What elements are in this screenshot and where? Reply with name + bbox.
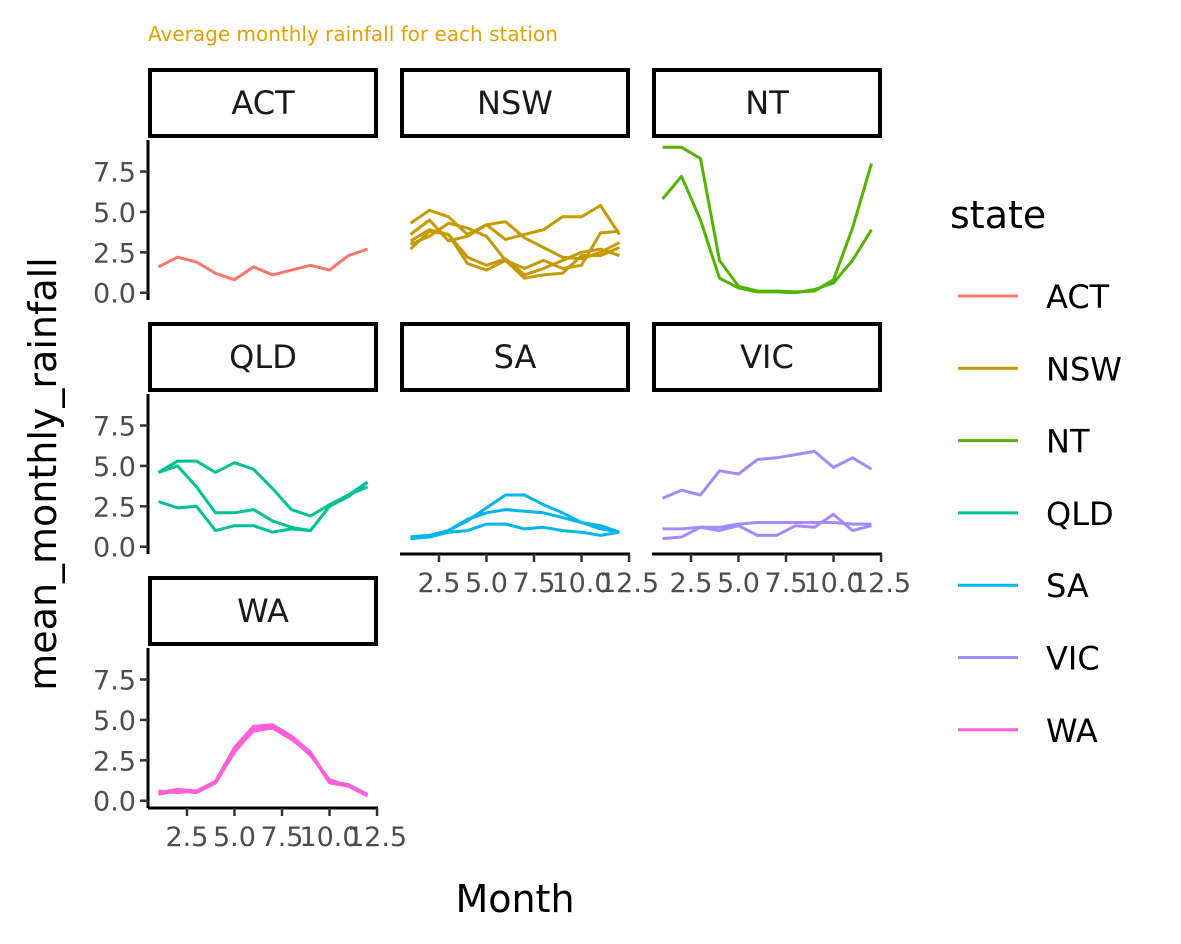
y-tick-label: 2.5 (93, 746, 136, 777)
series-line-nsw (409, 229, 621, 280)
x-tick-label: 7.5 (261, 822, 304, 853)
y-tick-label: 2.5 (93, 492, 136, 523)
legend-items: ACT NSW NT QLD SA VIC WA (958, 278, 1122, 750)
legend-label-wa: WA (1046, 712, 1098, 750)
series-line-nt (661, 174, 873, 295)
x-tick-label: 12.5 (599, 568, 659, 599)
facet-panel-vic: VIC 2.5 5.0 7.510.012.5 (652, 322, 911, 599)
y-tick-label: 5.0 (93, 198, 136, 229)
series-line-vic (662, 521, 872, 531)
chart-subtitle: Average monthly rainfall for each statio… (148, 22, 558, 46)
facet-strip-label: VIC (740, 338, 794, 376)
x-tick-label: 2.5 (165, 822, 208, 853)
y-tick-label: 0.0 (93, 279, 136, 310)
facet-panel-qld: QLD 0.0 2.5 5.0 7.5 (93, 322, 378, 564)
x-tick-label: 2.5 (669, 568, 712, 599)
series-line-wa (158, 726, 369, 798)
legend-label-act: ACT (1046, 278, 1110, 316)
facet-strip-label: WA (237, 592, 289, 630)
series-line-sa (410, 522, 620, 541)
x-tick-label: 5.0 (717, 568, 760, 599)
series-line-nsw (409, 204, 621, 241)
facet-strip-label: NT (745, 84, 789, 122)
facet-panel-nt: NT (652, 68, 882, 295)
series-line-sa (410, 493, 620, 539)
x-tick-label: 12.5 (851, 568, 911, 599)
facet-strip-label: SA (494, 338, 537, 376)
y-tick-label: 7.5 (93, 666, 136, 697)
facet-strip (652, 322, 882, 392)
legend-label-qld: QLD (1046, 495, 1114, 533)
series-line-sa (410, 508, 620, 539)
facet-strip (148, 322, 378, 392)
facet-strip-label: ACT (231, 84, 295, 122)
facet-strip (400, 322, 630, 392)
x-tick-label: 5.0 (213, 822, 256, 853)
facet-strip (400, 68, 630, 138)
x-tick-label: 10.0 (551, 568, 611, 599)
facet-strip (148, 576, 378, 646)
x-tick-label: 10.0 (803, 568, 863, 599)
x-axis-title: Month (455, 877, 574, 921)
x-tick-label: 7.5 (513, 568, 556, 599)
y-tick-label: 0.0 (93, 787, 136, 818)
x-tick-label: 5.0 (465, 568, 508, 599)
legend-label-vic: VIC (1046, 640, 1100, 678)
legend-label-nsw: NSW (1046, 350, 1122, 388)
series-line-nsw (409, 221, 620, 270)
x-tick-label: 7.5 (765, 568, 808, 599)
y-tick-label: 7.5 (93, 158, 136, 189)
series-line-vic (662, 512, 872, 541)
facet-strip-label: NSW (477, 84, 553, 122)
facet-strip (148, 68, 378, 138)
legend: state ACT NSW NT QLD SA VIC WA (950, 193, 1122, 750)
facet-strip (652, 68, 882, 138)
series-line-qld (158, 464, 369, 533)
y-tick-label: 2.5 (93, 238, 136, 269)
legend-label-nt: NT (1046, 423, 1090, 461)
x-tick-label: 10.0 (299, 822, 359, 853)
facet-panel-wa: WA0.02.55.07.52.5 5.0 7.510.012.5 (93, 576, 407, 853)
facet-panel-act: ACT 0.0 2.5 5.0 7.5 (93, 68, 378, 310)
facet-panel-nsw: NSW (400, 68, 630, 280)
facet-panel-sa: SA 2.5 5.0 7.510.012.5 (400, 322, 659, 599)
series-line-vic (661, 449, 873, 500)
y-tick-label: 5.0 (93, 706, 136, 737)
legend-label-sa: SA (1046, 567, 1089, 605)
series-line-qld (158, 480, 369, 534)
x-tick-label: 2.5 (417, 568, 460, 599)
series-line-nt (662, 145, 873, 294)
x-tick-label: 12.5 (347, 822, 407, 853)
y-tick-label: 5.0 (93, 452, 136, 483)
legend-title: state (950, 193, 1046, 237)
y-tick-label: 7.5 (93, 412, 136, 443)
y-axis-title: mean_monthly_rainfall (21, 257, 65, 690)
y-tick-label: 0.0 (93, 533, 136, 564)
facet-strip-label: QLD (229, 338, 297, 376)
series-line-act (157, 247, 368, 282)
